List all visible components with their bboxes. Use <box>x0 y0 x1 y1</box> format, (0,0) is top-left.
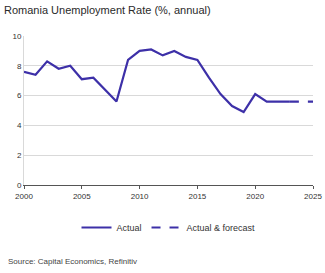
svg-text:2000: 2000 <box>15 192 33 201</box>
svg-text:2: 2 <box>17 151 22 160</box>
svg-text:2005: 2005 <box>73 192 91 201</box>
svg-text:Actual: Actual <box>117 223 142 233</box>
svg-text:Source: Capital Economics, Ref: Source: Capital Economics, Refinitiv <box>8 257 137 266</box>
svg-text:Actual & forecast: Actual & forecast <box>187 223 256 233</box>
svg-text:Romania Unemployment Rate (%,: Romania Unemployment Rate (%, annual) <box>4 4 211 16</box>
svg-text:2015: 2015 <box>189 192 207 201</box>
svg-text:2025: 2025 <box>304 192 322 201</box>
svg-text:8: 8 <box>17 62 22 71</box>
svg-text:10: 10 <box>12 32 21 41</box>
svg-text:6: 6 <box>17 91 22 100</box>
svg-text:2020: 2020 <box>246 192 264 201</box>
svg-text:4: 4 <box>17 121 22 130</box>
svg-text:2010: 2010 <box>131 192 149 201</box>
svg-text:0: 0 <box>17 181 22 190</box>
